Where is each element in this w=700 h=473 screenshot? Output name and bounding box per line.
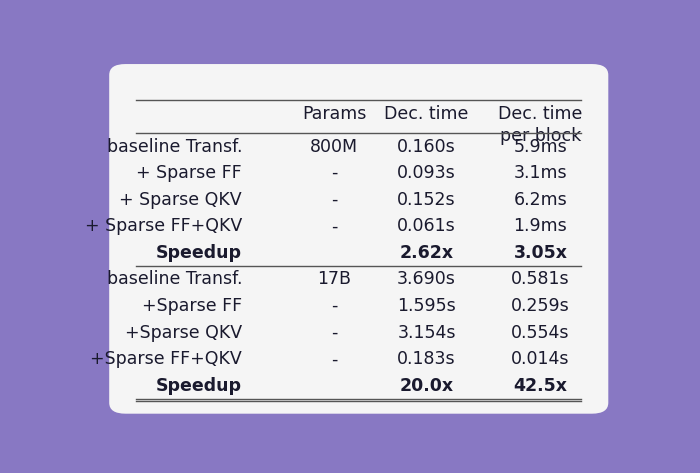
Text: 42.5x: 42.5x — [514, 377, 568, 395]
Text: +Sparse QKV: +Sparse QKV — [125, 324, 242, 342]
Text: 3.154s: 3.154s — [398, 324, 456, 342]
Text: 2.62x: 2.62x — [400, 244, 454, 262]
Text: 0.183s: 0.183s — [398, 350, 456, 368]
Text: -: - — [331, 350, 337, 368]
Text: 6.2ms: 6.2ms — [514, 191, 568, 209]
Text: + Sparse FF+QKV: + Sparse FF+QKV — [85, 217, 242, 235]
Text: + Sparse FF: + Sparse FF — [136, 164, 242, 182]
Text: Speedup: Speedup — [156, 377, 242, 395]
Text: 0.581s: 0.581s — [511, 271, 570, 289]
Text: 3.690s: 3.690s — [397, 271, 456, 289]
Text: 0.554s: 0.554s — [511, 324, 570, 342]
Text: 5.9ms: 5.9ms — [514, 138, 568, 156]
Text: -: - — [331, 324, 337, 342]
Text: 0.152s: 0.152s — [398, 191, 456, 209]
Text: 1.9ms: 1.9ms — [514, 217, 568, 235]
Text: 1.595s: 1.595s — [397, 297, 456, 315]
Text: 20.0x: 20.0x — [400, 377, 454, 395]
FancyBboxPatch shape — [109, 64, 608, 414]
Text: 0.014s: 0.014s — [511, 350, 570, 368]
Text: 3.1ms: 3.1ms — [514, 164, 567, 182]
Text: 17B: 17B — [317, 271, 351, 289]
Text: 0.160s: 0.160s — [397, 138, 456, 156]
Text: 3.05x: 3.05x — [514, 244, 568, 262]
Text: Params: Params — [302, 105, 367, 123]
Text: 0.061s: 0.061s — [397, 217, 456, 235]
Text: -: - — [331, 297, 337, 315]
Text: Dec. time
per block: Dec. time per block — [498, 105, 582, 145]
Text: Speedup: Speedup — [156, 244, 242, 262]
Text: +Sparse FF+QKV: +Sparse FF+QKV — [90, 350, 242, 368]
Text: -: - — [331, 217, 337, 235]
Text: + Sparse QKV: + Sparse QKV — [120, 191, 242, 209]
Text: 0.259s: 0.259s — [511, 297, 570, 315]
Text: 800M: 800M — [310, 138, 358, 156]
Text: baseline Transf.: baseline Transf. — [106, 271, 242, 289]
Text: -: - — [331, 164, 337, 182]
Text: Dec. time: Dec. time — [384, 105, 469, 123]
Text: +Sparse FF: +Sparse FF — [142, 297, 242, 315]
Text: baseline Transf.: baseline Transf. — [106, 138, 242, 156]
Text: 0.093s: 0.093s — [397, 164, 456, 182]
Text: -: - — [331, 191, 337, 209]
